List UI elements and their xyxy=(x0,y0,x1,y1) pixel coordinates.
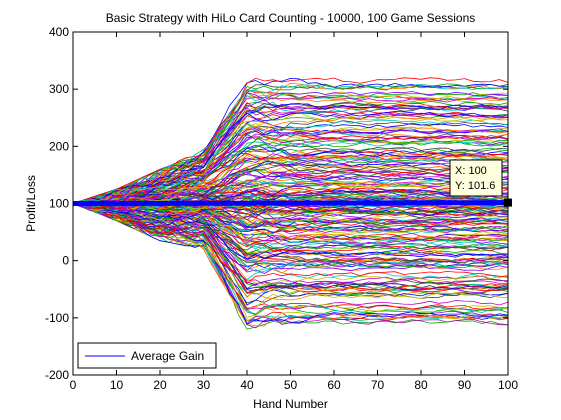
average-gain-point xyxy=(246,202,248,204)
session-line xyxy=(72,77,509,204)
axis-ticks: 0 10 20 30 40 50 60 70 80 90 100 -200 -100 0 100 200 300… xyxy=(45,25,518,392)
session-line xyxy=(72,201,509,309)
session-line xyxy=(72,203,509,251)
x-tick-label: 20 xyxy=(153,378,167,392)
x-tick-label: 50 xyxy=(284,378,298,392)
x-tick-label: 90 xyxy=(458,378,472,392)
average-gain-series xyxy=(72,200,509,206)
y-tick-label: 0 xyxy=(62,254,69,268)
data-tip-marker[interactable] xyxy=(504,198,512,207)
chart-title: Basic Strategy with HiLo Card Counting -… xyxy=(106,11,476,25)
x-tick-label: 100 xyxy=(498,378,518,392)
session-line xyxy=(72,83,509,204)
session-line xyxy=(72,201,509,241)
average-gain-point xyxy=(377,202,378,204)
average-gain-point xyxy=(116,202,117,204)
average-gain-point xyxy=(290,202,291,204)
session-line xyxy=(72,203,509,304)
y-tick-label: -200 xyxy=(45,368,69,382)
session-line xyxy=(72,149,509,205)
session-line xyxy=(72,147,509,204)
x-tick-label: 40 xyxy=(240,378,254,392)
x-tick-label: 0 xyxy=(70,378,77,392)
session-line xyxy=(72,200,509,226)
data-tip-box xyxy=(449,159,503,197)
legend-label-average-gain: Average Gain xyxy=(131,349,204,363)
x-axis-label: Hand Number xyxy=(253,397,328,411)
session-line xyxy=(72,202,509,237)
data-tip[interactable]: X: 100 Y: 101.6 xyxy=(449,159,512,207)
session-line xyxy=(72,128,509,204)
session-line xyxy=(72,200,509,285)
session-line xyxy=(72,203,509,229)
session-line xyxy=(72,203,509,327)
y-tick-label: 100 xyxy=(49,197,69,211)
session-line xyxy=(72,203,509,292)
session-line xyxy=(72,199,509,235)
session-line xyxy=(72,203,509,290)
y-tick-label: 400 xyxy=(49,25,69,39)
session-line xyxy=(72,152,509,206)
session-line xyxy=(72,108,509,208)
x-tick-label: 60 xyxy=(327,378,341,392)
x-tick-label: 80 xyxy=(414,378,428,392)
data-tip-x-label: X: 100 xyxy=(455,165,487,177)
session-line xyxy=(72,83,509,204)
data-tip-y-label: Y: 101.6 xyxy=(455,180,495,192)
average-gain-point xyxy=(203,202,204,204)
y-tick-label: -100 xyxy=(45,311,69,325)
average-gain-point xyxy=(333,202,335,204)
y-tick-label: 300 xyxy=(49,82,69,96)
session-line xyxy=(72,151,509,209)
y-axis-label: Profit/Loss xyxy=(24,175,38,232)
average-gain-point xyxy=(464,202,465,204)
session-line xyxy=(72,88,509,204)
session-line xyxy=(72,119,509,204)
session-line xyxy=(72,203,509,285)
session-line xyxy=(72,199,509,215)
session-line xyxy=(72,203,509,272)
average-gain-point xyxy=(159,202,161,204)
x-tick-label: 70 xyxy=(371,378,385,392)
average-gain-point xyxy=(420,202,422,204)
legend[interactable]: Average Gain xyxy=(77,342,217,369)
x-tick-label: 30 xyxy=(197,378,211,392)
x-tick-label: 10 xyxy=(110,378,124,392)
session-line xyxy=(72,202,509,325)
session-line xyxy=(72,77,509,205)
y-tick-label: 200 xyxy=(49,139,69,153)
